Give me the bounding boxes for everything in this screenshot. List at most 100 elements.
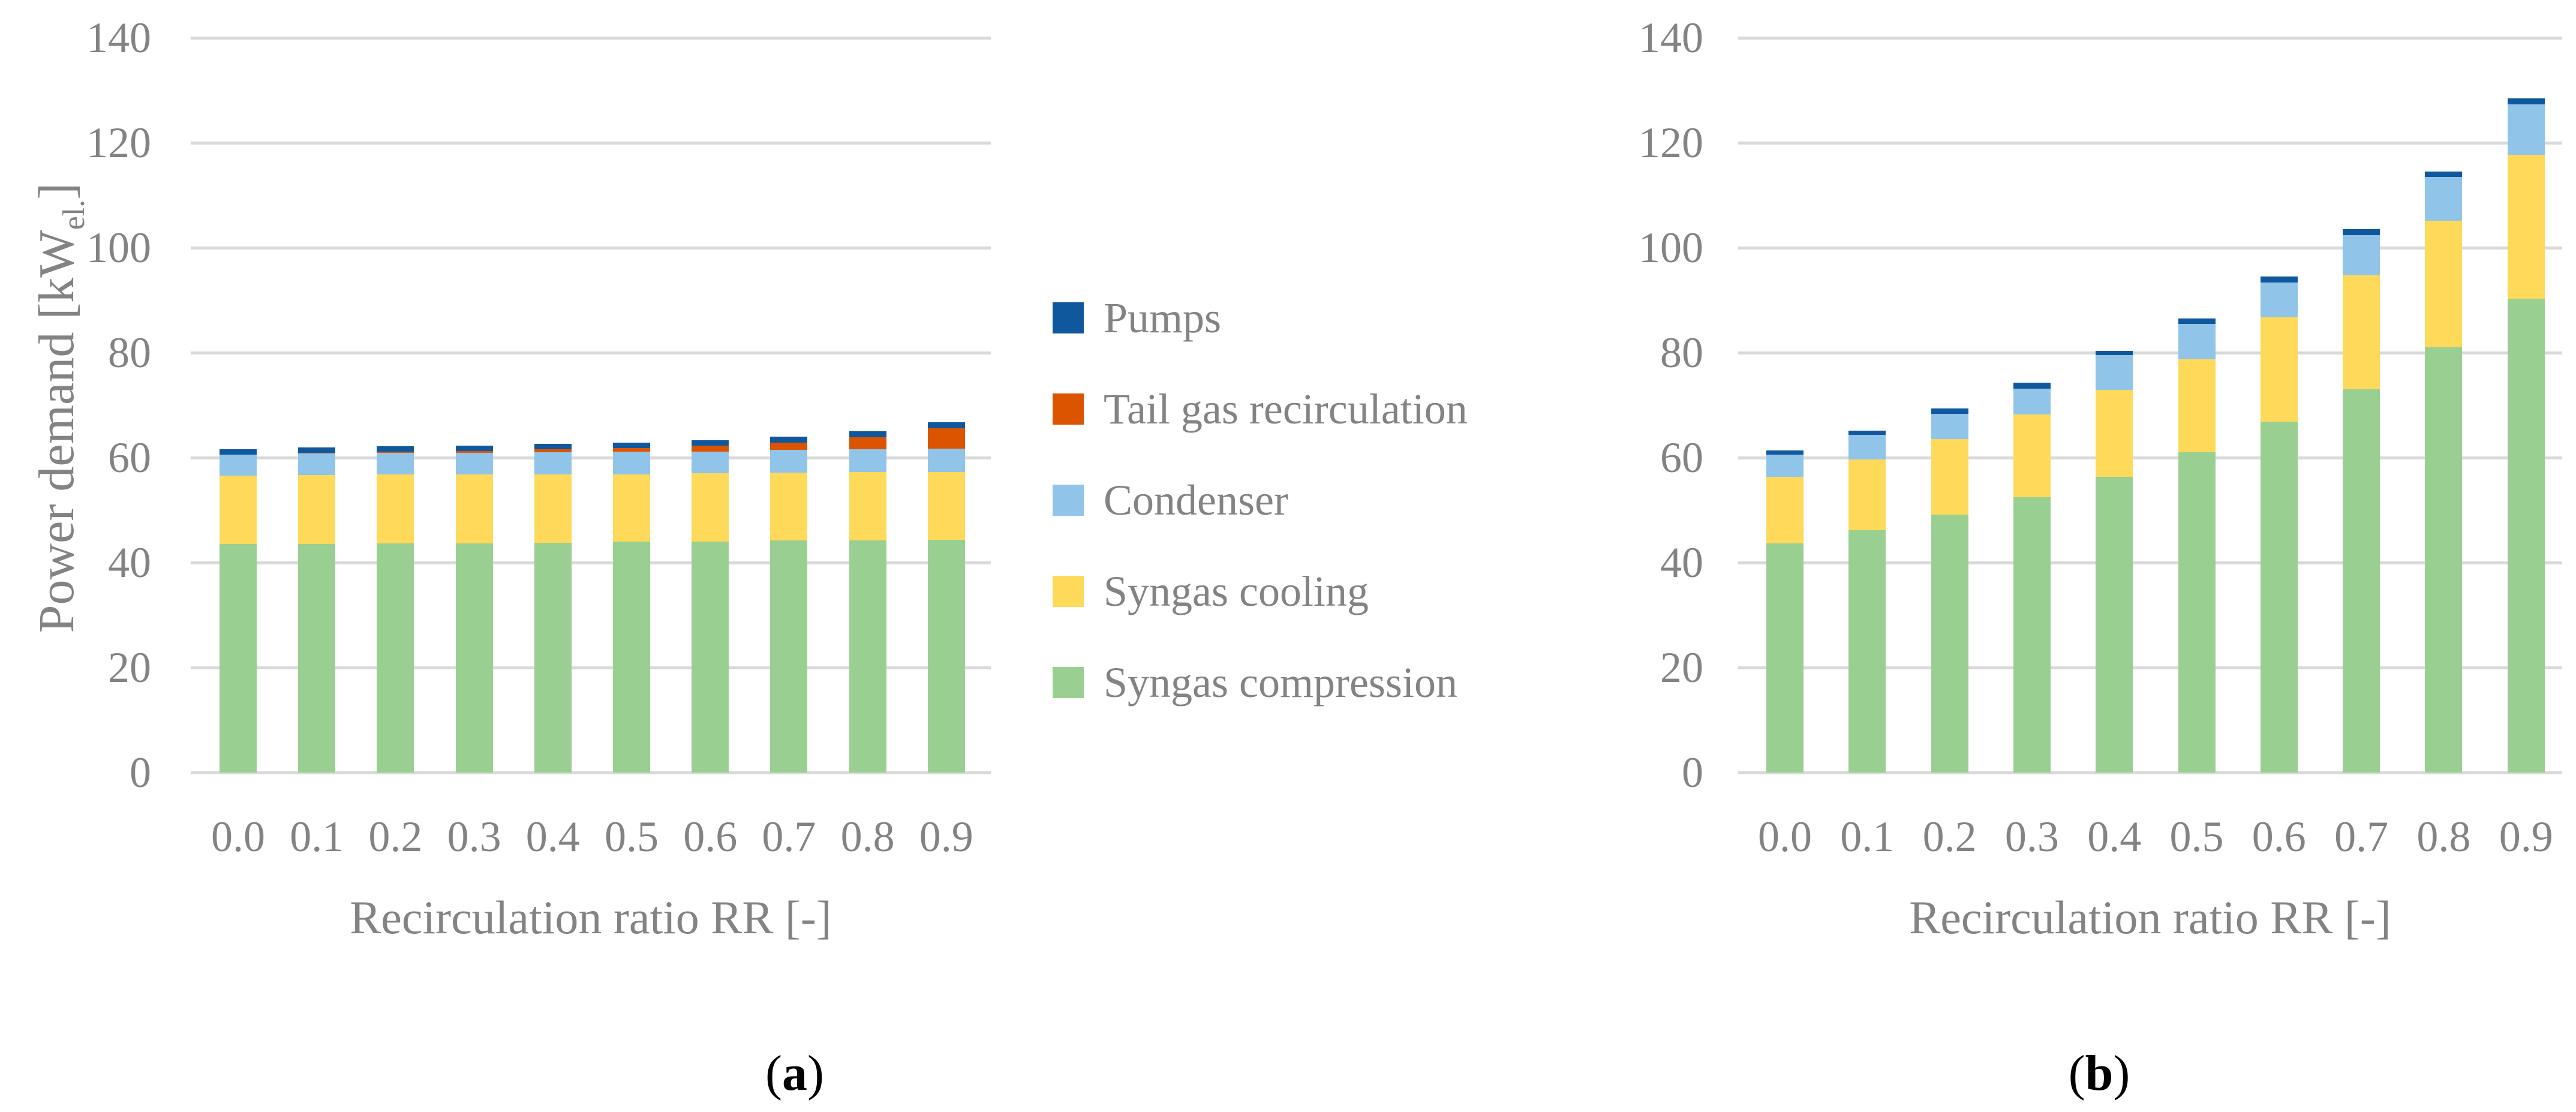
bar-segment-syngas-cooling bbox=[220, 475, 257, 544]
bar-segment-condenser bbox=[2507, 104, 2545, 155]
bar-segment-syngas-cooling bbox=[1848, 459, 1886, 530]
x-tick-label-a-0.9: 0.9 bbox=[919, 813, 973, 861]
panel-a-caption: (a) bbox=[675, 1042, 915, 1105]
bar-segment-syngas-cooling bbox=[2343, 275, 2380, 390]
gridline-a-20 bbox=[191, 666, 991, 669]
x-tick-label-b-0.3: 0.3 bbox=[2004, 813, 2059, 861]
bar-segment-pumps bbox=[2096, 350, 2133, 356]
legend-label-pumps: Pumps bbox=[1104, 294, 1222, 342]
bar-segment-syngas-compression bbox=[2013, 497, 2051, 773]
x-tick-label-b-0.5: 0.5 bbox=[2169, 813, 2224, 861]
y-tick-label-a-140: 140 bbox=[86, 14, 151, 62]
y-tick-label-b-20: 20 bbox=[1660, 644, 1703, 692]
caption-b-letter: b bbox=[2085, 1045, 2114, 1101]
bar-segment-tail-gas-recirculation bbox=[455, 450, 493, 453]
gridline-a-120 bbox=[191, 141, 991, 145]
caption-b-open-paren: ( bbox=[2068, 1045, 2085, 1101]
bar-b-rr-0.2 bbox=[1931, 408, 1968, 773]
bar-segment-syngas-cooling bbox=[2260, 317, 2298, 422]
bar-segment-syngas-cooling bbox=[613, 474, 650, 542]
bar-segment-syngas-compression bbox=[2425, 347, 2463, 773]
bar-segment-syngas-cooling bbox=[2178, 359, 2216, 453]
gridline-b-60 bbox=[1738, 456, 2562, 459]
gridline-b-140 bbox=[1738, 36, 2562, 40]
caption-a-letter: a bbox=[782, 1045, 807, 1101]
gridline-b-40 bbox=[1738, 561, 2562, 564]
x-tick-label-a-0.3: 0.3 bbox=[447, 813, 501, 861]
bar-segment-syngas-compression bbox=[692, 542, 729, 773]
x-tick-label-b-0.8: 0.8 bbox=[2416, 813, 2471, 861]
bar-segment-tail-gas-recirculation bbox=[849, 437, 886, 449]
gridline-a-100 bbox=[191, 246, 991, 250]
gridline-b-100 bbox=[1738, 246, 2562, 250]
bar-segment-condenser bbox=[2343, 235, 2380, 275]
bar-segment-tail-gas-recirculation bbox=[692, 445, 729, 452]
bar-segment-syngas-compression bbox=[220, 543, 257, 773]
x-tick-label-a-0.6: 0.6 bbox=[683, 813, 738, 861]
y-tick-label-b-60: 60 bbox=[1660, 434, 1703, 482]
bar-segment-pumps bbox=[298, 447, 336, 453]
bar-segment-syngas-compression bbox=[377, 543, 414, 773]
y-tick-label-a-20: 20 bbox=[108, 644, 151, 692]
x-tick-label-a-0.0: 0.0 bbox=[211, 813, 265, 861]
bar-segment-pumps bbox=[2178, 318, 2216, 324]
gridline-a-80 bbox=[191, 351, 991, 354]
x-axis-title-b: Recirculation ratio RR [-] bbox=[1909, 891, 2391, 943]
bar-segment-syngas-compression bbox=[2096, 476, 2133, 773]
bar-b-rr-0.6 bbox=[2260, 277, 2298, 773]
bar-segment-syngas-cooling bbox=[534, 474, 572, 543]
bar-a-rr-0.2 bbox=[377, 446, 414, 773]
gridline-a-40 bbox=[191, 561, 991, 564]
bar-segment-condenser bbox=[1931, 414, 1968, 439]
bar-a-rr-0.1 bbox=[298, 447, 336, 773]
x-tick-label-a-0.1: 0.1 bbox=[290, 813, 344, 861]
bar-segment-syngas-cooling bbox=[377, 474, 414, 543]
bar-segment-condenser bbox=[849, 449, 886, 472]
bar-b-rr-0.4 bbox=[2096, 350, 2133, 773]
bar-segment-condenser bbox=[455, 453, 493, 474]
x-tick-label-a-0.4: 0.4 bbox=[525, 813, 580, 861]
bar-segment-pumps bbox=[927, 422, 965, 428]
gridline-b-80 bbox=[1738, 351, 2562, 354]
bar-segment-condenser bbox=[2013, 388, 2051, 415]
bar-segment-pumps bbox=[220, 449, 257, 455]
gridline-b-20 bbox=[1738, 666, 2562, 669]
bar-segment-syngas-compression bbox=[1848, 530, 1886, 773]
legend-swatch-syngas-cooling bbox=[1053, 576, 1084, 607]
x-tick-label-b-0.4: 0.4 bbox=[2087, 813, 2142, 861]
bar-segment-condenser bbox=[927, 449, 965, 472]
bar-segment-syngas-compression bbox=[2260, 421, 2298, 773]
legend-label-tail-gas-recirculation: Tail gas recirculation bbox=[1104, 385, 1468, 433]
bar-segment-pumps bbox=[1931, 408, 1968, 414]
y-tick-label-b-40: 40 bbox=[1660, 539, 1703, 587]
bar-a-rr-0.4 bbox=[534, 444, 572, 773]
bar-a-rr-0.8 bbox=[849, 431, 886, 773]
bar-segment-syngas-cooling bbox=[2425, 221, 2463, 348]
bar-segment-tail-gas-recirculation bbox=[377, 451, 414, 453]
bar-segment-condenser bbox=[220, 454, 257, 476]
bar-a-rr-0.3 bbox=[455, 445, 493, 773]
bar-segment-syngas-cooling bbox=[298, 474, 336, 544]
bar-segment-pumps bbox=[2343, 229, 2380, 235]
y-axis-title: Power demand [kWel.] bbox=[27, 78, 91, 738]
bar-segment-condenser bbox=[2178, 323, 2216, 359]
bar-a-rr-0.9 bbox=[927, 422, 965, 773]
bar-segment-condenser bbox=[2260, 282, 2298, 318]
bar-segment-pumps bbox=[613, 442, 650, 449]
x-tick-label-b-0.2: 0.2 bbox=[1922, 813, 1977, 861]
legend-swatch-pumps bbox=[1053, 302, 1084, 333]
bar-segment-syngas-compression bbox=[534, 542, 572, 773]
bar-segment-syngas-cooling bbox=[455, 474, 493, 543]
bar-segment-pumps bbox=[1848, 430, 1886, 435]
gridline-a-60 bbox=[191, 456, 991, 459]
legend-label-condenser: Condenser bbox=[1104, 476, 1288, 524]
legend-swatch-tail-gas-recirculation bbox=[1053, 393, 1084, 425]
caption-a-open-paren: ( bbox=[765, 1045, 782, 1101]
gridline-b-0 bbox=[1738, 771, 2562, 774]
bar-segment-syngas-compression bbox=[455, 543, 493, 773]
bar-segment-syngas-cooling bbox=[1931, 438, 1968, 515]
bar-segment-pumps bbox=[770, 437, 808, 443]
bar-segment-syngas-compression bbox=[927, 540, 965, 773]
bar-segment-syngas-cooling bbox=[2096, 390, 2133, 477]
bar-segment-pumps bbox=[2507, 98, 2545, 105]
